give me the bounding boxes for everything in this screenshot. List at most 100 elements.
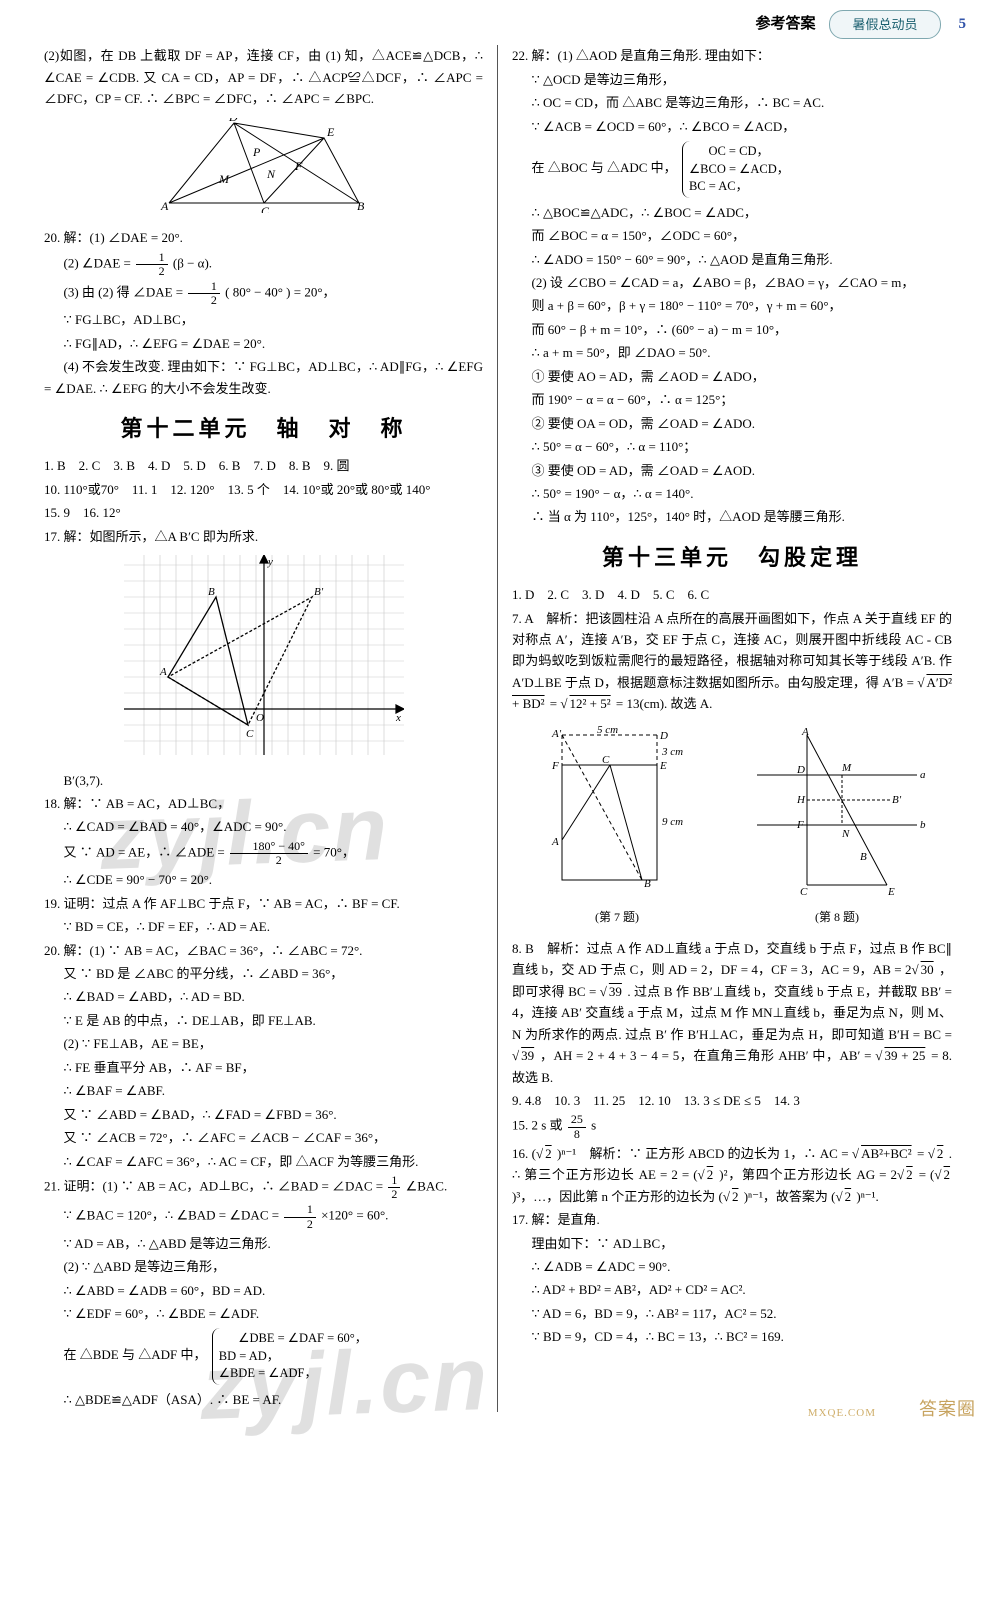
q22-14: 而 190° − α = α − 60°，∴ α = 125°； [512,389,952,410]
t: ∠BCO = ∠ACD， [689,162,789,176]
svg-text:P: P [252,145,261,159]
q19b-1: 19. 证明：过点 A 作 AF⊥BC 于点 F，∵ AB = AC，∴ BF … [44,893,483,914]
t: ∵ ∠BAC = 120°，∴ ∠BAD = ∠DAC = [64,1208,283,1223]
t: ∠DBE = ∠DAF = 60°， [238,1331,367,1345]
q21-1: 21. 证明：(1) ∵ AB = AC，AD⊥BC，∴ ∠BAD = ∠DAC… [44,1174,483,1201]
t: )ⁿ⁻¹，故答案为 ( [744,1189,836,1204]
q22-8: ∴ ∠ADO = 150° − 60° = 90°，∴ △AOD 是直角三角形. [512,249,952,270]
t: 8. B 解析：过点 A 作 AD⊥直线 a 于点 D，交直线 b 于点 F，过… [512,941,952,977]
q18-4: ∴ ∠CDE = 90° − 70° = 20°. [44,869,483,890]
svg-text:E: E [659,760,667,772]
q20-3d: ∴ FG∥AD，∴ ∠EFG = ∠DAE = 20°. [44,333,483,354]
fig7-label: (第 7 题) [532,908,702,928]
t: 在 △BDE 与 △ADF 中， [64,1348,207,1363]
t: ( 80° − 40° ) = 20°， [225,285,335,300]
right-column: 22. 解：(1) △AOD 是直角三角形. 理由如下： ∵ △OCD 是等边三… [498,45,966,1412]
svg-text:y: y [267,556,273,568]
figure-q8: AM Da HB′ Nb FC EB [742,725,932,900]
t: s [591,1118,596,1133]
t: ∠BDE = ∠ADF， [219,1366,317,1380]
q17-5: ∵ AD = 6，BD = 9，∴ AB² = 117，AC² = 52. [512,1303,952,1324]
q22-9: (2) 设 ∠CBO = ∠CAD = a，∠ABO = β，∠BAO = γ，… [512,272,952,293]
q22-11: 而 60° − β + m = 10°，∴ (60° − a) − m = 10… [512,319,952,340]
q8: 8. B 解析：过点 A 作 AD⊥直线 a 于点 D，交直线 b 于点 F，过… [512,938,952,1088]
q22-12: ∴ a + m = 50°，即 ∠DAO = 50°. [512,342,952,363]
line9-14: 9. 4.8 10. 3 11. 25 12. 10 13. 3 ≤ DE ≤ … [512,1090,952,1111]
sec12-10: 10. 110°或70° 11. 1 12. 120° 13. 5 个 14. … [44,479,483,500]
q21-4: (2) ∵ △ABD 是等边三角形， [44,1256,483,1277]
figure-grid: g yx O AC BB′ [44,555,483,761]
svg-text:O: O [256,712,264,724]
q22-16: ∴ 50° = α − 60°，∴ α = 110°； [512,436,952,457]
page-number: 5 [959,12,967,37]
q21-6: ∵ ∠EDF = 60°，∴ ∠BDE = ∠ADF. [44,1303,483,1324]
q7: 7. A 解析：把该圆柱沿 A 点所在的高展开画图如下，作点 A 关于直线 EF… [512,608,952,715]
t: (2) ∠DAE = [64,255,135,270]
sec12-17: 17. 解：如图所示，△A B′C 即为所求. [44,526,483,547]
q22-7: 而 ∠BOC = α = 150°，∠ODC = 60°， [512,225,952,246]
q20b-10: ∴ ∠CAF = ∠AFC = 36°，∴ AC = CF，即 △ACF 为等腰… [44,1151,483,1172]
svg-text:a: a [920,769,926,781]
page-header: 参考答案 暑假总动员 5 [0,0,996,45]
svg-text:D: D [659,730,668,742]
q21-3: ∵ AD = AB，∴ △ABD 是等边三角形. [44,1233,483,1254]
q22-17: ③ 要使 OD = AD，需 ∠OAD = ∠AOD. [512,460,952,481]
section13-title: 第十三单元 勾股定理 [512,540,952,576]
line15: 15. 2 s 或 258 s [512,1113,952,1140]
q17-3: ∴ ∠ADB = ∠ADC = 90°. [512,1256,952,1277]
q20b-9: 又 ∵ ∠ACB = 72°，∴ ∠AFC = ∠ACB − ∠CAF = 36… [44,1127,483,1148]
q20b-4: ∵ E 是 AB 的中点，∴ DE⊥AB，即 FE⊥AB. [44,1010,483,1031]
section12-title: 第十二单元 轴 对 称 [44,411,483,447]
t: (β − α). [173,255,212,270]
fig8-label: (第 8 题) [742,908,932,928]
sec12-choices: 1. B 2. C 3. B 4. D 5. D 6. B 7. D 8. B … [44,455,483,476]
q22-3: ∴ OC = CD，而 △ABC 是等边三角形，∴ BC = AC. [512,92,952,113]
q22-10: 则 a + β = 60°，β + γ = 180° − 110° = 70°，… [512,295,952,316]
q17-1: 17. 解：是直角. [512,1209,952,1230]
svg-text:b: b [920,819,926,831]
q20b-3: ∴ ∠BAD = ∠ABD，∴ AD = BD. [44,986,483,1007]
q20-4: (4) 不会发生改变. 理由如下：∵ FG⊥BC，AD⊥BC，∴ AD∥FG，∴… [44,356,483,399]
figure-q7: A′D 5 cm3 cm FCE AB 9 cm [532,725,702,900]
t: 在 △BOC 与 △ADC 中， [532,160,677,175]
svg-text:D: D [796,764,805,776]
q20b-2: 又 ∵ BD 是 ∠ABC 的平分线，∴ ∠ABD = 36°， [44,963,483,984]
t: 16. ( [512,1146,536,1161]
t: ∠BAC. [406,1179,448,1194]
q22-18: ∴ 50° = 190° − α，∴ α = 140°. [512,483,952,504]
svg-text:A: A [801,726,809,738]
svg-text:A: A [159,666,167,678]
q17-6: ∵ BD = 9，CD = 4，∴ BC = 13，∴ BC² = 169. [512,1326,952,1347]
t: 15. 2 s 或 [512,1118,566,1133]
t: BD = AD， [219,1349,280,1363]
t: BC = AC， [689,179,748,193]
q18-3: 又 ∵ AD = AE，∴ ∠ADE = 180° − 40°2 = 70°， [44,840,483,867]
svg-text:A: A [551,836,559,848]
svg-text:E: E [326,125,335,139]
q20b-7: ∴ ∠BAF = ∠ABF. [44,1080,483,1101]
q22-2: ∵ △OCD 是等边三角形， [512,69,952,90]
q18-1: 18. 解：∵ AB = AC，AD⊥BC， [44,793,483,814]
svg-text:C: C [246,728,254,740]
t: = 70°， [313,845,355,860]
svg-text:E: E [887,886,895,898]
svg-text:B: B [357,199,365,213]
q20-1: 20. 解：(1) ∠DAE = 20°. [44,227,483,248]
svg-text:x: x [395,712,401,724]
t: = ( [919,1167,935,1182]
svg-text:N: N [266,167,276,181]
q21-2: ∵ ∠BAC = 120°，∴ ∠BAD = ∠DAC = 12 ×120° =… [44,1203,483,1230]
svg-text:N: N [841,828,850,840]
q16: 16. (√2 )ⁿ⁻¹ 解析：∵ 正方形 ABCD 的边长为 1，∴ AC =… [512,1143,952,1207]
t: OC = CD， [708,144,769,158]
sec12-15: 15. 9 16. 12° [44,502,483,523]
t: 21. 证明：(1) ∵ AB = AC，AD⊥BC，∴ ∠BAD = ∠DAC… [44,1179,386,1194]
t: )²，第四个正方形边长 AG = 2 [719,1167,897,1182]
q22-13: ① 要使 AO = AD，需 ∠AOD = ∠ADO， [512,366,952,387]
t: ×120° = 60°. [321,1208,388,1223]
svg-text:3 cm: 3 cm [661,746,683,758]
figure-triangle: AB CD EM PN F [44,118,483,219]
svg-text:M: M [218,172,230,186]
q21-5: ∴ ∠ABD = ∠ADB = 60°，BD = AD. [44,1280,483,1301]
q18-2: ∴ ∠CAD = ∠BAD = 40°，∠ADC = 90°. [44,816,483,837]
